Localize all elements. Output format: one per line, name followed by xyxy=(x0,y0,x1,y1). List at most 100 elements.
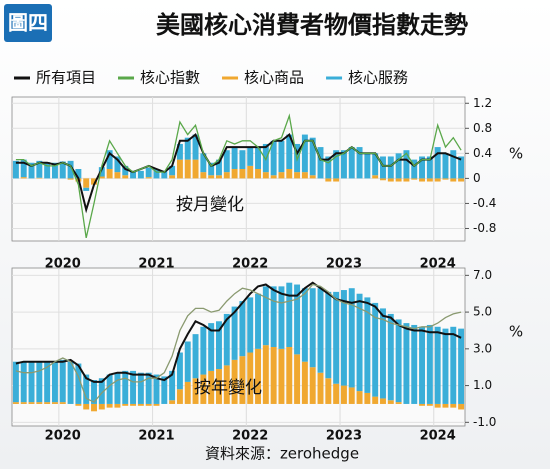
bar-segment xyxy=(28,361,35,403)
bar-segment xyxy=(450,326,457,404)
bar-segment xyxy=(426,403,433,406)
bar-segment xyxy=(317,288,324,373)
bar-segment xyxy=(450,403,457,408)
bar-segment xyxy=(231,359,238,404)
y-tick-label: -0.4 xyxy=(473,196,496,210)
bar-segment xyxy=(340,290,347,386)
bar-segment xyxy=(223,172,230,179)
bar-segment xyxy=(36,361,43,403)
bar-segment xyxy=(44,402,51,404)
bar-segment xyxy=(309,175,316,179)
bar-segment xyxy=(223,313,230,366)
bar-segment xyxy=(333,383,340,404)
bar-segment xyxy=(294,172,301,179)
bar-segment xyxy=(309,367,316,404)
bar-segment xyxy=(403,323,410,404)
bar-segment xyxy=(200,153,207,173)
bar-segment xyxy=(411,159,418,179)
bar-segment xyxy=(380,156,386,179)
line-series xyxy=(15,281,462,383)
legend-label: 核心服務 xyxy=(348,69,408,87)
bar-segment xyxy=(169,165,176,176)
bar-segment xyxy=(83,403,90,410)
badge-box xyxy=(4,4,52,42)
bar-segment xyxy=(372,396,379,404)
bar-segment xyxy=(176,143,183,160)
y-tick-label: -1.0 xyxy=(473,415,496,429)
bar-segment xyxy=(286,282,293,347)
bar-segment xyxy=(122,403,129,406)
bar-segment xyxy=(395,402,402,404)
bar-segment xyxy=(301,134,308,173)
bar-segment xyxy=(247,297,254,353)
bar-segment xyxy=(247,147,254,166)
y-tick-label: 1.2 xyxy=(473,96,492,110)
bar-segment xyxy=(372,153,379,176)
bar-segment xyxy=(442,153,449,179)
bar-segment xyxy=(137,372,144,404)
bar-segment xyxy=(216,175,222,179)
bar-segment xyxy=(36,402,43,404)
bar-segment xyxy=(106,150,113,169)
bar-segment xyxy=(114,172,121,179)
bar-segment xyxy=(91,380,97,404)
bar-segment xyxy=(333,178,340,182)
bar-segment xyxy=(395,319,402,403)
bar-segment xyxy=(403,150,410,179)
bar-segment xyxy=(169,175,176,179)
bar-segment xyxy=(442,178,449,180)
bar-segment xyxy=(51,361,58,403)
bar-segment xyxy=(200,326,207,375)
bar-segment xyxy=(387,178,394,182)
bar-segment xyxy=(442,328,449,404)
bar-segment xyxy=(262,286,269,346)
bar-segment xyxy=(192,334,199,379)
bar-segment xyxy=(458,156,465,179)
bar-segment xyxy=(255,147,261,169)
badge: 圖四 xyxy=(8,11,48,35)
bar-segment xyxy=(325,156,332,179)
bar-segment xyxy=(176,159,183,179)
bar-segment xyxy=(411,324,418,404)
bar-segment xyxy=(286,347,293,404)
bar-segment xyxy=(208,162,215,176)
bar-segment xyxy=(434,178,441,182)
bar-segment xyxy=(51,402,58,404)
y-tick-label: 0.4 xyxy=(473,146,492,160)
bar-segment xyxy=(145,372,152,404)
bar-segment xyxy=(317,372,324,404)
bar-segment xyxy=(75,363,82,404)
bar-segment xyxy=(169,400,176,404)
bar-segment xyxy=(387,400,394,404)
bar-segment xyxy=(419,178,426,182)
y-tick-label: -0.8 xyxy=(473,221,496,235)
bar-segment xyxy=(153,374,160,404)
bar-segment xyxy=(184,341,191,382)
bar-segment xyxy=(395,178,402,182)
annotation: 按月變化 xyxy=(176,195,244,215)
bar-segment xyxy=(403,178,410,182)
x-tick-label: 2022 xyxy=(232,429,268,444)
bar-segment xyxy=(20,402,27,404)
bar-segment xyxy=(20,361,27,403)
bar-segment xyxy=(208,370,215,404)
bar-segment xyxy=(411,178,418,180)
bar-segment xyxy=(75,403,82,406)
bar-segment xyxy=(59,161,66,179)
bar-segment xyxy=(340,385,347,404)
bar-segment xyxy=(286,169,293,179)
bar-segment xyxy=(91,403,97,412)
bar-segment xyxy=(372,175,379,179)
bar-segment xyxy=(434,403,441,408)
bar-segment xyxy=(325,291,332,379)
bar-segment xyxy=(426,178,433,182)
bar-segment xyxy=(301,361,308,404)
bar-segment xyxy=(458,328,465,404)
bar-segment xyxy=(450,150,457,179)
bar-segment xyxy=(161,376,168,404)
bar-segment xyxy=(20,159,27,178)
bar-segment xyxy=(442,403,449,408)
bar-segment xyxy=(231,306,238,360)
bar-segment xyxy=(106,169,113,179)
